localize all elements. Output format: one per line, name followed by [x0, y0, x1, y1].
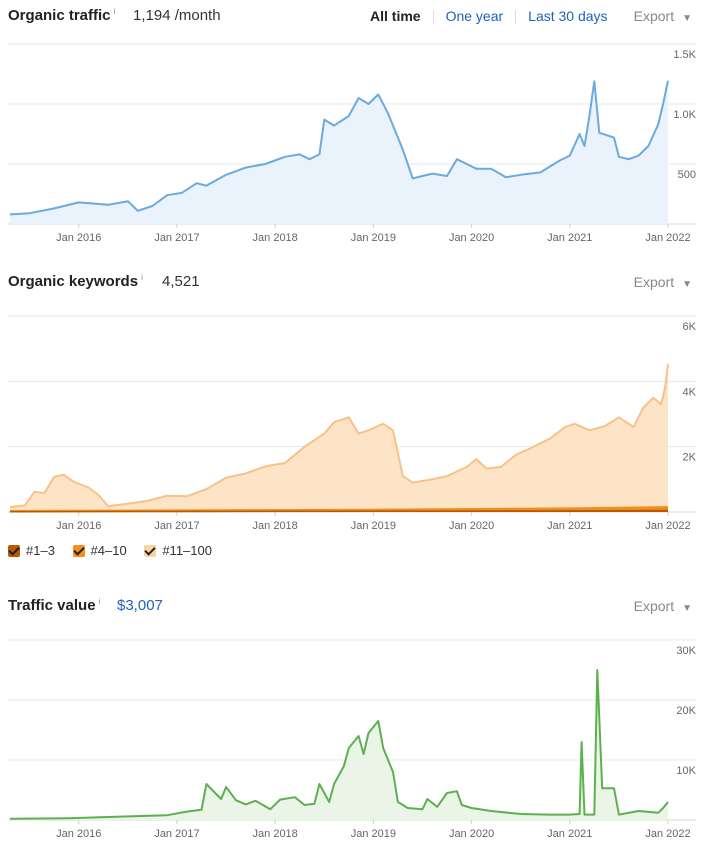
x-tick-label: Jan 2019	[351, 520, 396, 532]
x-tick-label: Jan 2018	[253, 520, 298, 532]
range-last-30-days[interactable]: Last 30 days	[528, 8, 608, 24]
legend-item-top100[interactable]: #11–100	[144, 543, 212, 558]
legend-item-top3[interactable]: #1–3	[8, 543, 55, 558]
export-label: Export	[633, 598, 675, 614]
x-tick-label: Jan 2017	[154, 828, 199, 840]
keywords-metric: 4,521	[162, 273, 200, 290]
x-tick-label: Jan 2016	[56, 828, 101, 840]
keywords-title: Organic keywords i	[8, 273, 143, 290]
series-area	[10, 670, 668, 820]
range-all-time[interactable]: All time	[370, 8, 421, 24]
x-tick-label: Jan 2020	[449, 828, 494, 840]
checkbox-icon	[144, 545, 157, 557]
checkbox-icon	[72, 545, 85, 557]
traffic-export-button[interactable]: Export ▼	[634, 8, 692, 24]
legend-item-top10[interactable]: #4–10	[72, 543, 127, 558]
traffic-header: Organic traffic i 1,194 /month All time On…	[0, 7, 704, 31]
info-icon[interactable]: i	[141, 273, 143, 282]
time-range-selector: All time One year Last 30 days	[370, 8, 608, 25]
checkbox-icon	[8, 545, 20, 557]
value-chart: 10K 20K 30K Jan 2016 Jan 2017 Jan 2018 Jan 201…	[8, 639, 697, 840]
traffic-metric: 1,194 /month	[133, 7, 221, 24]
info-icon[interactable]: i	[98, 597, 101, 606]
y-tick-label: 10K	[676, 765, 696, 777]
y-tick-label: 20K	[676, 705, 696, 717]
keywords-title-text: Organic keywords	[8, 273, 139, 290]
value-metric: $3,007	[117, 597, 163, 614]
keywords-chart: 2K 4K 6K Jan 2016 Jan 2017 Jan 2018 Jan 2019 Ja…	[8, 315, 697, 532]
series-line	[9, 364, 669, 509]
value-header: Traffic value i $3,007 Export ▼	[0, 597, 704, 621]
traffic-title: Organic traffic i	[8, 7, 115, 24]
legend-label: #4–10	[90, 543, 127, 558]
x-tick-label: Jan 2021	[547, 232, 592, 244]
info-icon[interactable]: i	[113, 7, 116, 16]
x-tick-label: Jan 2017	[154, 232, 199, 244]
x-tick-label: Jan 2022	[645, 232, 690, 244]
range-divider	[432, 10, 434, 25]
range-divider	[515, 10, 517, 25]
x-tick-label: Jan 2019	[351, 828, 396, 840]
keywords-legend: #1–3 #4–10 #11–100	[8, 543, 226, 558]
x-tick-label: Jan 2020	[449, 232, 494, 244]
x-tick-label: Jan 2020	[449, 520, 494, 532]
series-line	[9, 669, 669, 820]
keywords-export-button[interactable]: Export ▼	[634, 274, 692, 290]
value-export-button[interactable]: Export ▼	[634, 598, 692, 614]
x-tick-label: Jan 2016	[56, 520, 101, 532]
chevron-down-icon: ▼	[682, 13, 692, 24]
x-tick-label: Jan 2022	[645, 520, 690, 532]
range-one-year[interactable]: One year	[445, 8, 504, 24]
x-tick-label: Jan 2018	[253, 232, 298, 244]
value-title-text: Traffic value	[8, 597, 96, 614]
x-tick-label: Jan 2017	[154, 520, 199, 532]
y-tick-label: 500	[678, 169, 696, 181]
traffic-title-text: Organic traffic	[8, 7, 111, 24]
export-label: Export	[633, 8, 675, 24]
chevron-down-icon: ▼	[682, 279, 692, 290]
export-label: Export	[633, 274, 675, 290]
value-title: Traffic value i	[8, 597, 100, 614]
y-tick-label: 1.0K	[673, 109, 696, 121]
legend-label: #11–100	[162, 543, 212, 558]
y-tick-label: 30K	[676, 645, 696, 657]
series-area	[10, 364, 668, 512]
traffic-chart: 500 1.0K 1.5K Jan 2016 Jan 2017 Jan 2018 Jan 2…	[8, 43, 697, 244]
series-area	[10, 80, 668, 224]
keywords-header: Organic keywords i 4,521 Export ▼	[0, 273, 704, 297]
series-line	[9, 506, 669, 512]
y-tick-label: 1.5K	[673, 49, 696, 61]
y-tick-label: 4K	[683, 386, 697, 398]
x-tick-label: Jan 2019	[351, 232, 396, 244]
x-tick-label: Jan 2016	[56, 232, 101, 244]
series-line	[9, 509, 669, 513]
x-tick-label: Jan 2021	[547, 828, 592, 840]
x-tick-label: Jan 2018	[253, 828, 298, 840]
x-tick-label: Jan 2022	[645, 828, 690, 840]
legend-label: #1–3	[26, 543, 55, 558]
chevron-down-icon: ▼	[682, 603, 692, 614]
x-tick-label: Jan 2021	[547, 520, 592, 532]
series-line	[9, 80, 669, 216]
y-tick-label: 6K	[683, 321, 697, 333]
y-tick-label: 2K	[683, 452, 697, 464]
